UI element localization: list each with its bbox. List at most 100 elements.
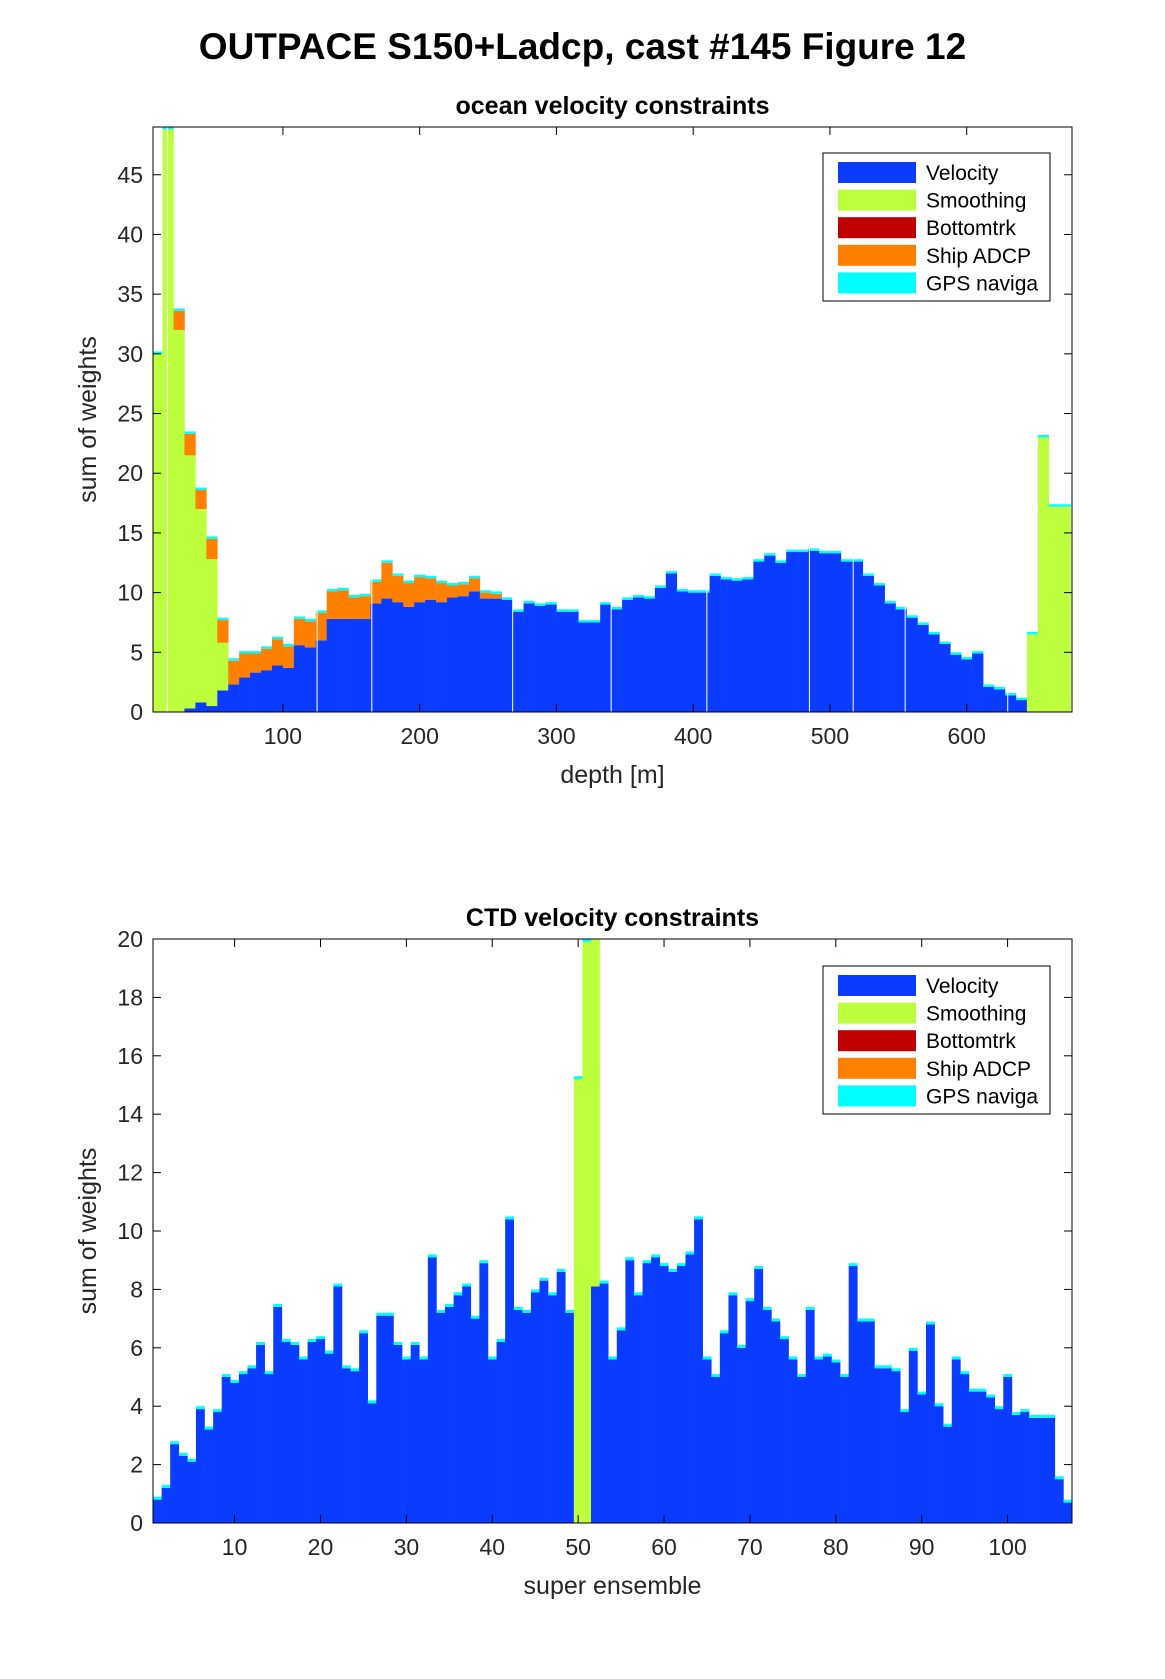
bar-gps-naviga-57 — [764, 553, 776, 556]
x-tick-label: 20 — [308, 1534, 334, 1560]
bar-gps-naviga-92 — [934, 1403, 944, 1407]
legend: Velocity Smoothing Bottomtrk Ship ADCP GPS n… — [822, 152, 1051, 302]
bar-gps-naviga-11 — [261, 646, 273, 649]
bar-ship-adcp-23 — [392, 575, 404, 603]
bar-velocity-44 — [522, 1312, 532, 1523]
bar-velocity-4 — [178, 1455, 188, 1523]
bar-velocity-8 — [228, 684, 240, 712]
bar-gps-naviga-45 — [530, 1289, 540, 1293]
bar-ship-adcp-16 — [315, 612, 327, 641]
bar-gps-naviga-49 — [676, 589, 689, 592]
bar-ship-adcp-15 — [304, 621, 317, 648]
bar-gps-naviga-104 — [1037, 1414, 1047, 1418]
y-axis-label: sum of weights — [74, 1148, 102, 1315]
bar-gps-naviga-4 — [184, 431, 196, 434]
bar-velocity-62 — [676, 1266, 686, 1523]
bar-velocity-25 — [359, 1333, 369, 1523]
bar-gps-naviga-50 — [573, 1076, 583, 1080]
bar-velocity-75 — [961, 659, 973, 712]
bar-velocity-83 — [857, 1321, 867, 1523]
legend-swatch-bottomtrk — [838, 217, 916, 239]
bar-velocity-9 — [239, 677, 251, 712]
bar-velocity-5 — [187, 1461, 197, 1523]
legend-swatch-gps-naviga — [838, 272, 916, 294]
bar-velocity-70 — [906, 617, 918, 712]
bar-velocity-17 — [290, 1344, 300, 1523]
legend-label-velocity: Velocity — [926, 975, 999, 998]
bar-gps-naviga-38 — [556, 609, 568, 612]
legend-label-ship-adcp: Ship ADCP — [926, 245, 1031, 268]
bar-velocity-60 — [659, 1266, 669, 1523]
bar-gps-naviga-53 — [720, 577, 732, 580]
bar-velocity-36 — [453, 1295, 463, 1523]
bar-velocity-79 — [1004, 695, 1017, 712]
bar-velocity-13 — [282, 667, 295, 712]
bar-gps-naviga-15 — [304, 618, 317, 622]
bar-gps-naviga-16 — [315, 610, 327, 613]
bar-gps-naviga-85 — [874, 1365, 884, 1369]
bar-velocity-22 — [381, 598, 393, 712]
bar-gps-naviga-90 — [917, 1391, 927, 1395]
bar-velocity-7 — [217, 690, 229, 712]
bar-gps-naviga-82 — [848, 1263, 858, 1267]
bar-gps-naviga-68 — [884, 600, 896, 604]
bar-velocity-101 — [1011, 1414, 1021, 1523]
bar-gps-naviga-59 — [786, 549, 798, 553]
bar-gps-naviga-14 — [264, 1371, 274, 1375]
bar-velocity-59 — [786, 552, 798, 712]
bar-velocity-62 — [819, 553, 831, 712]
bar-smoothing-52 — [591, 939, 600, 1287]
bar-velocity-47 — [548, 1295, 557, 1523]
bar-velocity-65 — [702, 1359, 712, 1523]
bar-velocity-64 — [840, 561, 853, 712]
bar-ship-adcp-11 — [261, 648, 273, 671]
bar-gps-naviga-54 — [731, 578, 743, 581]
bar-velocity-49 — [676, 591, 689, 712]
bar-velocity-47 — [654, 587, 667, 712]
bar-gps-naviga-58 — [642, 1260, 652, 1264]
bar-gps-naviga-43 — [611, 606, 623, 610]
bar-gps-naviga-78 — [994, 686, 1006, 690]
bar-velocity-77 — [805, 1309, 815, 1523]
bar-velocity-32 — [419, 1359, 429, 1523]
bar-gps-naviga-58 — [775, 560, 787, 563]
bar-velocity-73 — [939, 643, 951, 712]
bar-ship-adcp-7 — [217, 620, 229, 643]
bar-velocity-87 — [891, 1371, 901, 1523]
bar-gps-naviga-17 — [290, 1341, 300, 1345]
bar-gps-naviga-96 — [968, 1388, 978, 1392]
bar-velocity-12 — [247, 1368, 257, 1523]
bar-gps-naviga-41 — [589, 620, 601, 623]
bar-velocity-57 — [764, 555, 776, 712]
bar-velocity-21 — [370, 603, 382, 712]
bar-velocity-104 — [1037, 1417, 1047, 1523]
bar-velocity-54 — [608, 1359, 618, 1523]
bar-velocity-28 — [447, 597, 459, 712]
bar-velocity-39 — [567, 611, 579, 712]
bar-velocity-58 — [775, 562, 787, 712]
bar-velocity-81 — [840, 1377, 849, 1523]
bar-velocity-35 — [445, 1306, 454, 1523]
bar-velocity-46 — [643, 598, 656, 712]
bar-velocity-19 — [348, 618, 360, 712]
bar-gps-naviga-93 — [943, 1423, 953, 1427]
bar-ship-adcp-22 — [381, 562, 393, 599]
bar-gps-naviga-100 — [1003, 1374, 1013, 1377]
bar-gps-naviga-83 — [1048, 504, 1060, 507]
x-tick-label: 300 — [537, 723, 575, 749]
bar-velocity-57 — [633, 1295, 643, 1523]
bar-gps-naviga-12 — [247, 1365, 257, 1369]
bar-velocity-34 — [512, 611, 524, 712]
bar-gps-naviga-5 — [187, 1458, 197, 1462]
x-axis-label: super ensemble — [524, 1572, 702, 1600]
bar-gps-naviga-28 — [447, 583, 459, 586]
bar-velocity-72 — [928, 634, 940, 712]
bar-gps-naviga-103 — [1029, 1414, 1038, 1418]
y-tick-label: 8 — [130, 1276, 143, 1302]
y-tick-label: 18 — [117, 984, 143, 1010]
bar-velocity-23 — [392, 602, 404, 712]
bar-gps-naviga-69 — [737, 1344, 746, 1348]
bar-gps-naviga-9 — [221, 1374, 231, 1377]
bar-velocity-80 — [1015, 700, 1028, 712]
bar-gps-naviga-25 — [414, 574, 426, 578]
